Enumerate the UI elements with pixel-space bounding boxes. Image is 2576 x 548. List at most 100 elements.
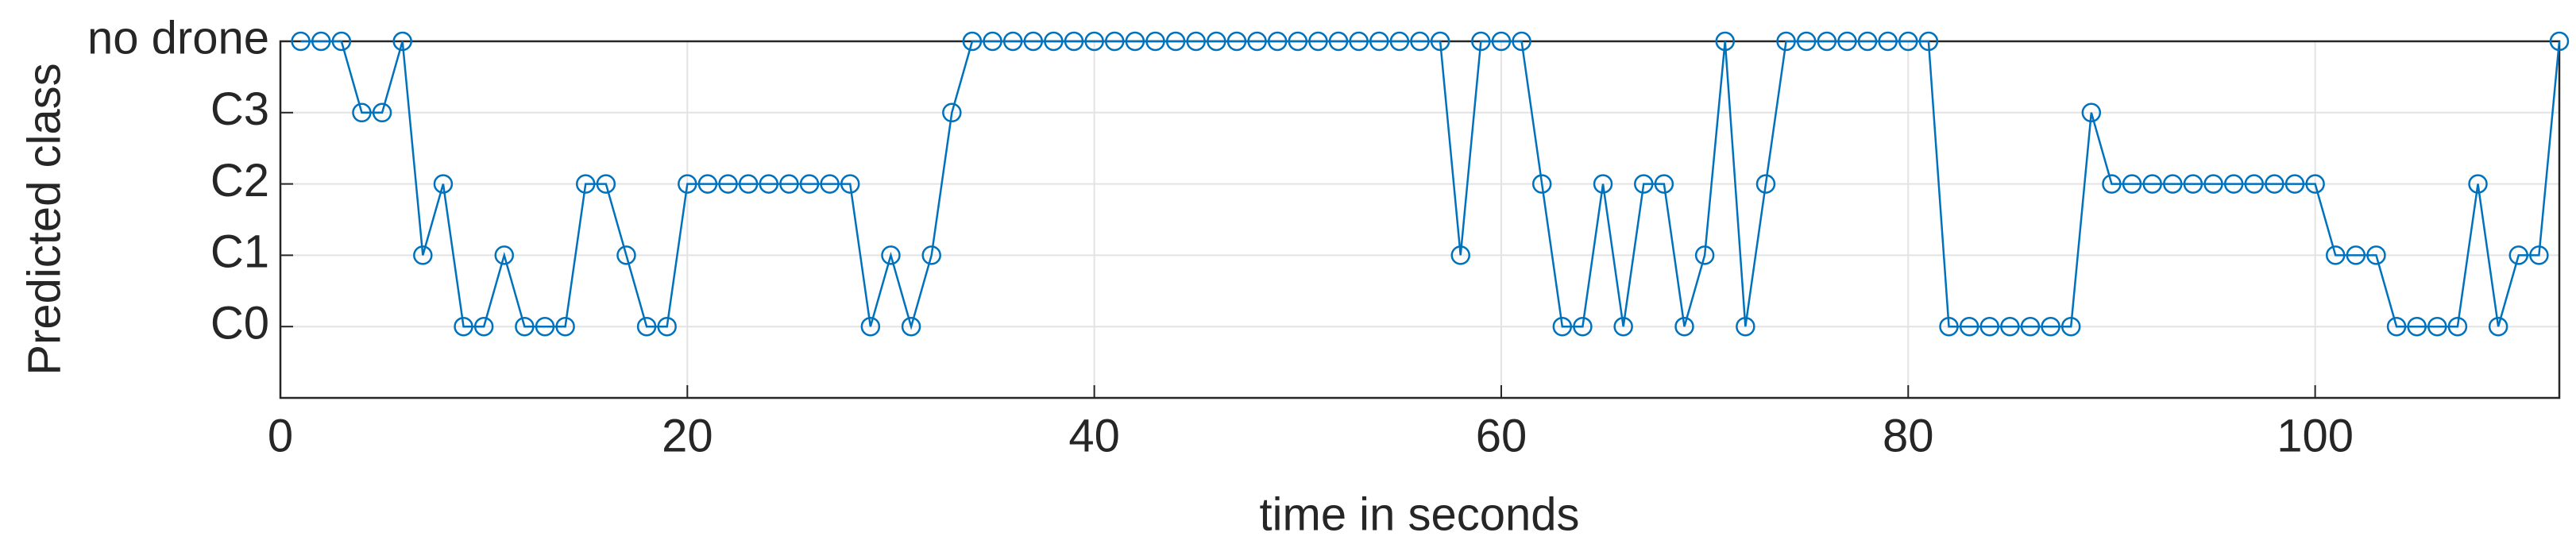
data-point: [1226, 31, 1247, 52]
data-point: [1979, 316, 1999, 337]
data-point: [1531, 174, 1552, 194]
data-point: [1165, 31, 1186, 52]
data-point: [1694, 245, 1715, 265]
data-point: [799, 174, 820, 194]
data-point: [1288, 31, 1308, 52]
data-point: [1552, 316, 1573, 337]
y-axis-label: Predicted class: [18, 63, 70, 375]
data-point: [1328, 31, 1349, 52]
data-point: [2427, 316, 2447, 337]
data-point: [1512, 31, 1531, 52]
data-point: [413, 245, 433, 265]
data-point: [473, 316, 494, 337]
data-point: [1939, 316, 1959, 337]
data-point: [1308, 31, 1328, 52]
data-point: [657, 316, 677, 337]
data-point: [1776, 31, 1796, 52]
data-point: [1064, 31, 1084, 52]
data-point: [2284, 174, 2305, 194]
data-point: [2000, 316, 2020, 337]
data-point: [575, 174, 596, 194]
data-point: [2060, 316, 2081, 337]
data-point: [2488, 316, 2508, 337]
y-tick-label: C3: [210, 83, 269, 135]
data-point: [1959, 316, 1979, 337]
data-point: [1715, 31, 1735, 52]
data-point: [1471, 31, 1491, 52]
x-tick-label: 80: [1883, 410, 1934, 461]
data-point: [1125, 31, 1145, 52]
data-point: [942, 102, 962, 123]
data-point: [1613, 316, 1633, 337]
data-point: [2447, 316, 2468, 337]
data-point: [2122, 174, 2142, 194]
x-tick-label: 20: [662, 410, 713, 461]
data-point: [921, 245, 941, 265]
data-point: [901, 316, 921, 337]
data-point: [1002, 31, 1023, 52]
data-point: [1857, 31, 1878, 52]
data-point: [2102, 174, 2122, 194]
data-point: [1267, 31, 1288, 52]
data-point: [1634, 174, 1654, 194]
x-tick-label: 40: [1068, 410, 1120, 461]
data-point: [1023, 31, 1044, 52]
data-point: [331, 31, 352, 52]
data-point: [1491, 31, 1512, 52]
data-point: [697, 174, 718, 194]
data-point: [983, 31, 1002, 52]
data-point: [759, 174, 779, 194]
data-point: [555, 316, 575, 337]
data-point: [1837, 31, 1857, 52]
data-point: [433, 174, 454, 194]
data-point: [2203, 174, 2223, 194]
data-point: [881, 245, 901, 265]
data-point: [1349, 31, 1369, 52]
y-tick-label: C0: [210, 298, 269, 349]
data-point: [2265, 174, 2284, 194]
data-point: [2244, 174, 2265, 194]
data-point: [1369, 31, 1389, 52]
data-point: [2549, 31, 2570, 52]
data-point: [1674, 316, 1694, 337]
data-point: [1247, 31, 1267, 52]
data-point: [352, 102, 372, 123]
data-point: [616, 245, 636, 265]
data-point: [1573, 316, 1593, 337]
data-point: [2041, 316, 2060, 337]
data-point: [1084, 31, 1104, 52]
data-point: [636, 316, 657, 337]
data-point: [860, 316, 881, 337]
data-point: [291, 31, 311, 52]
data-point: [2223, 174, 2244, 194]
y-tick-label: no drone: [87, 12, 269, 64]
data-point: [2386, 316, 2407, 337]
y-tick-label: C1: [210, 226, 269, 278]
data-line: [300, 40, 2561, 330]
data-point: [1918, 31, 1939, 52]
data-point: [2163, 174, 2183, 194]
x-tick-label: 60: [1476, 410, 1527, 461]
data-point: [2529, 245, 2549, 265]
data-point: [596, 174, 616, 194]
data-point: [1817, 31, 1837, 52]
data-point: [1654, 174, 1674, 194]
data-point: [1044, 31, 1064, 52]
data-point: [1878, 31, 1898, 52]
data-point: [1796, 31, 1817, 52]
data-point: [2305, 174, 2325, 194]
data-point: [1755, 174, 1776, 194]
data-point: [1145, 31, 1165, 52]
data-point: [779, 174, 799, 194]
data-point: [1450, 245, 1470, 265]
x-axis-label: time in seconds: [1260, 488, 1580, 540]
data-point: [1105, 31, 1125, 52]
y-tick-label: C2: [210, 155, 269, 206]
data-point: [678, 174, 697, 194]
data-point: [515, 316, 535, 337]
data-point: [1410, 31, 1430, 52]
data-point: [962, 31, 983, 52]
data-point: [2468, 174, 2488, 194]
